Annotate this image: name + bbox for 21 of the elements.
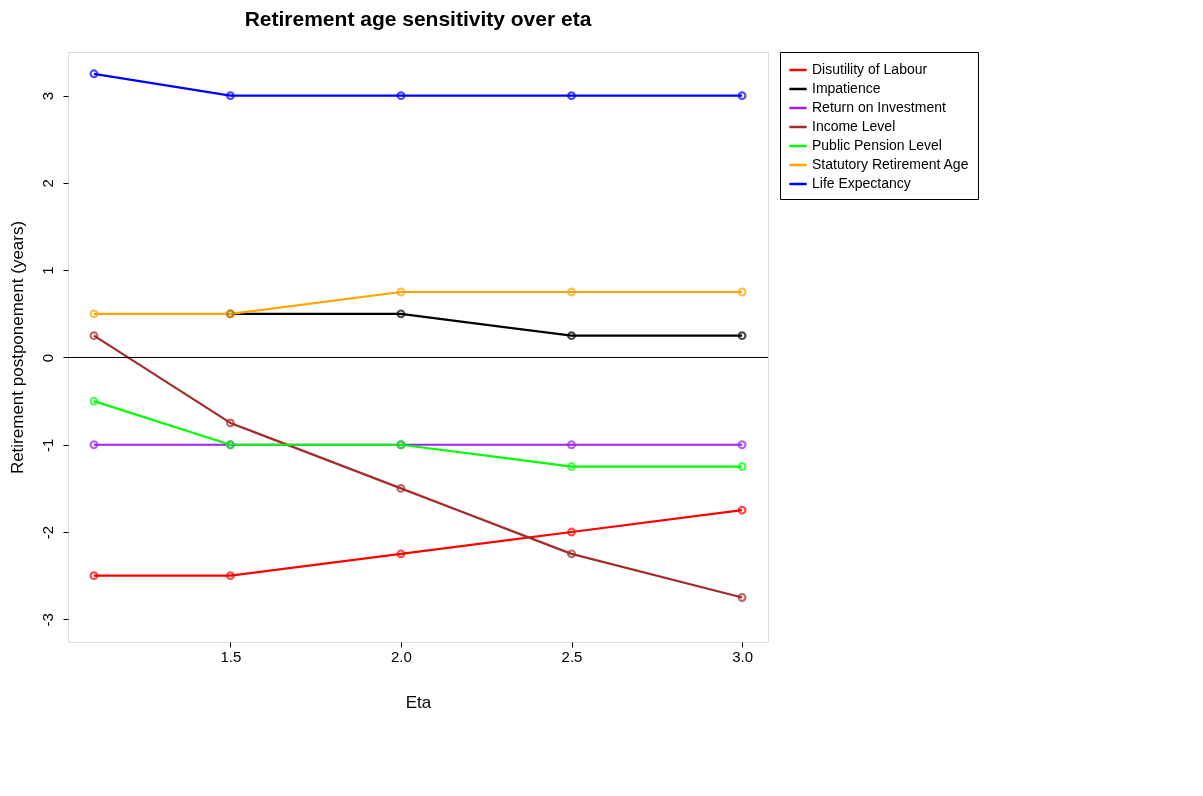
y-tick-label: 1 [38, 266, 56, 275]
x-tick-label: 3.0 [732, 647, 753, 665]
legend-label: Life Expectancy [812, 175, 911, 191]
x-axis-title: Eta [405, 692, 432, 712]
legend-label: Disutility of Labour [812, 61, 928, 77]
legend-label: Return on Investment [812, 99, 946, 115]
x-tick-label: 2.0 [391, 647, 412, 665]
y-tick-label: 2 [38, 179, 56, 188]
legend-label: Public Pension Level [812, 137, 942, 153]
legend-label: Impatience [812, 80, 881, 96]
chart-title: Retirement age sensitivity over eta [244, 6, 592, 30]
y-tick-label: 3 [38, 91, 56, 101]
y-tick-label: -1 [38, 438, 56, 452]
y-axis-title: Retirement postponement (years) [7, 220, 27, 475]
y-tick-label: 0 [38, 353, 56, 363]
legend-label: Income Level [812, 118, 896, 134]
legend-label: Statutory Retirement Age [812, 156, 969, 172]
x-tick-label: 1.5 [220, 647, 242, 665]
y-tick-label: -3 [38, 613, 56, 627]
y-tick-label: -2 [38, 525, 56, 540]
x-tick-label: 2.5 [561, 647, 583, 665]
